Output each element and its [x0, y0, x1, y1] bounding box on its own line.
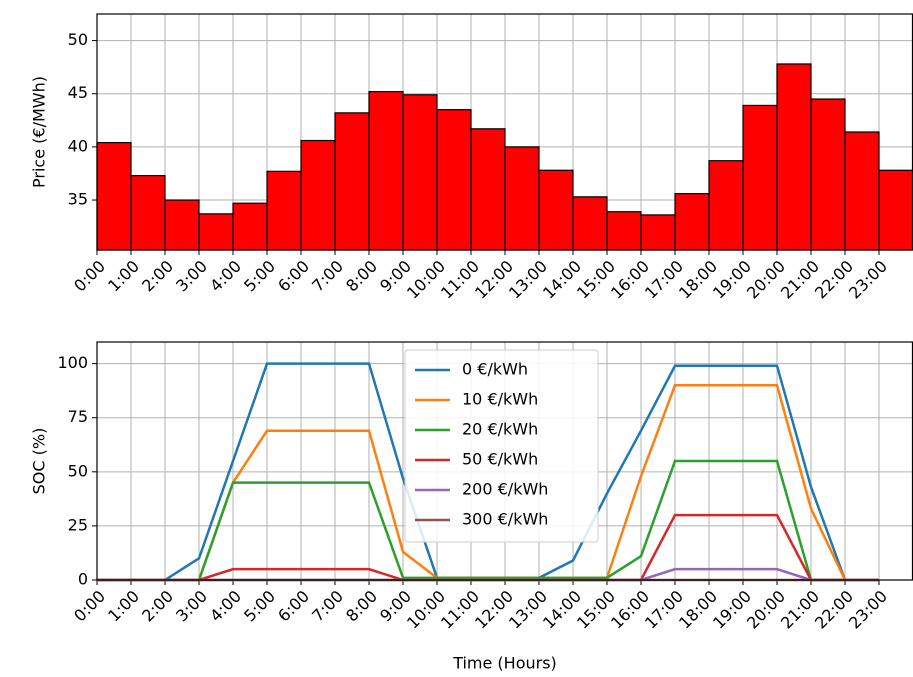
- bar: [232, 202, 268, 251]
- bar: [742, 104, 778, 251]
- x-tick-label: 23:00: [845, 257, 891, 303]
- bar: [810, 98, 846, 251]
- bar: [538, 169, 574, 251]
- y-tick-label: 50: [68, 30, 88, 49]
- x-tick-label: 1:00: [104, 587, 143, 626]
- bar: [334, 112, 370, 251]
- x-tick-label: 11:00: [437, 257, 483, 303]
- x-tick-label: 19:00: [709, 587, 755, 633]
- bar: [572, 196, 608, 251]
- y-axis-label: SOC (%): [30, 428, 49, 495]
- x-tick-label: 4:00: [206, 587, 245, 626]
- bar: [130, 174, 166, 251]
- bar: [266, 170, 302, 251]
- bar: [96, 142, 132, 251]
- legend-box: [404, 349, 599, 543]
- bar: [436, 109, 472, 251]
- x-tick-label: 6:00: [274, 587, 313, 626]
- x-tick-label: 13:00: [505, 257, 551, 303]
- bar: [300, 139, 336, 251]
- x-tick-label: 16:00: [607, 257, 653, 303]
- x-tick-label: 1:00: [104, 257, 143, 296]
- legend-label: 50 €/kWh: [462, 450, 538, 469]
- y-tick-label: 40: [68, 136, 88, 155]
- x-tick-label: 20:00: [743, 587, 789, 633]
- x-tick-label: 5:00: [240, 257, 279, 296]
- line: [97, 459, 879, 582]
- bar: [776, 63, 812, 251]
- x-tick-label: 6:00: [274, 257, 313, 296]
- y-tick-label: 0: [78, 570, 88, 589]
- x-tick-label: 2:00: [138, 257, 177, 296]
- bar: [470, 128, 506, 251]
- x-tick-label: 22:00: [811, 587, 857, 633]
- x-tick-label: 10:00: [403, 257, 449, 303]
- x-tick-label: 21:00: [777, 587, 823, 633]
- legend-label: 300 €/kWh: [462, 510, 548, 529]
- x-tick-label: 18:00: [675, 257, 721, 303]
- legend-label: 10 €/kWh: [462, 390, 538, 409]
- x-tick-label: 17:00: [641, 587, 687, 633]
- x-axis-label: Time (Hours): [452, 654, 557, 673]
- x-tick-label: 2:00: [138, 587, 177, 626]
- y-tick-label: 45: [68, 83, 88, 102]
- x-tick-label: 14:00: [539, 257, 585, 303]
- x-tick-label: 8:00: [342, 257, 381, 296]
- bar: [402, 94, 438, 251]
- legend-label: 20 €/kWh: [462, 420, 538, 439]
- bar: [640, 214, 676, 251]
- x-tick-label: 14:00: [539, 587, 585, 633]
- y-tick-label: 35: [68, 190, 88, 209]
- x-tick-label: 0:00: [70, 257, 109, 296]
- y-tick-label: 100: [57, 353, 88, 372]
- x-tick-label: 5:00: [240, 587, 279, 626]
- x-tick-label: 18:00: [675, 587, 721, 633]
- bar: [164, 199, 200, 251]
- x-tick-label: 13:00: [505, 587, 551, 633]
- legend: 0 €/kWh 10 €/kWh 20 €/kWh 50 €/kWh 200 €/kWh…: [404, 349, 599, 543]
- x-tick-label: 17:00: [641, 257, 687, 303]
- bar: [708, 160, 744, 251]
- x-tick-label: 15:00: [573, 257, 619, 303]
- x-tick-label: 12:00: [471, 257, 517, 303]
- x-tick-label: 11:00: [437, 587, 483, 633]
- y-tick-label: 75: [68, 407, 88, 426]
- x-tick-label: 21:00: [777, 257, 823, 303]
- bar: [368, 91, 404, 251]
- bar: [674, 193, 710, 251]
- x-tick-label: 10:00: [403, 587, 449, 633]
- bar: [606, 211, 642, 251]
- x-tick-label: 15:00: [573, 587, 619, 633]
- y-tick-label: 50: [68, 461, 88, 480]
- bar: [504, 146, 540, 251]
- x-tick-label: 0:00: [70, 587, 109, 626]
- x-tick-label: 7:00: [308, 257, 347, 296]
- x-tick-label: 4:00: [206, 257, 245, 296]
- x-tick-label: 12:00: [471, 587, 517, 633]
- y-axis-label: Price (€/MWh): [30, 76, 49, 188]
- x-tick-label: 3:00: [172, 257, 211, 296]
- legend-label: 200 €/kWh: [462, 480, 548, 499]
- bar: [844, 131, 880, 251]
- bar: [878, 169, 913, 251]
- x-tick-label: 3:00: [172, 587, 211, 626]
- x-tick-label: 20:00: [743, 257, 789, 303]
- x-tick-label: 7:00: [308, 587, 347, 626]
- x-tick-label: 8:00: [342, 587, 381, 626]
- y-tick-label: 25: [68, 515, 88, 534]
- x-tick-label: 23:00: [845, 587, 891, 633]
- x-tick-label: 16:00: [607, 587, 653, 633]
- legend-label: 0 €/kWh: [462, 360, 528, 379]
- x-tick-label: 19:00: [709, 257, 755, 303]
- x-tick-label: 22:00: [811, 257, 857, 303]
- bar: [198, 213, 234, 251]
